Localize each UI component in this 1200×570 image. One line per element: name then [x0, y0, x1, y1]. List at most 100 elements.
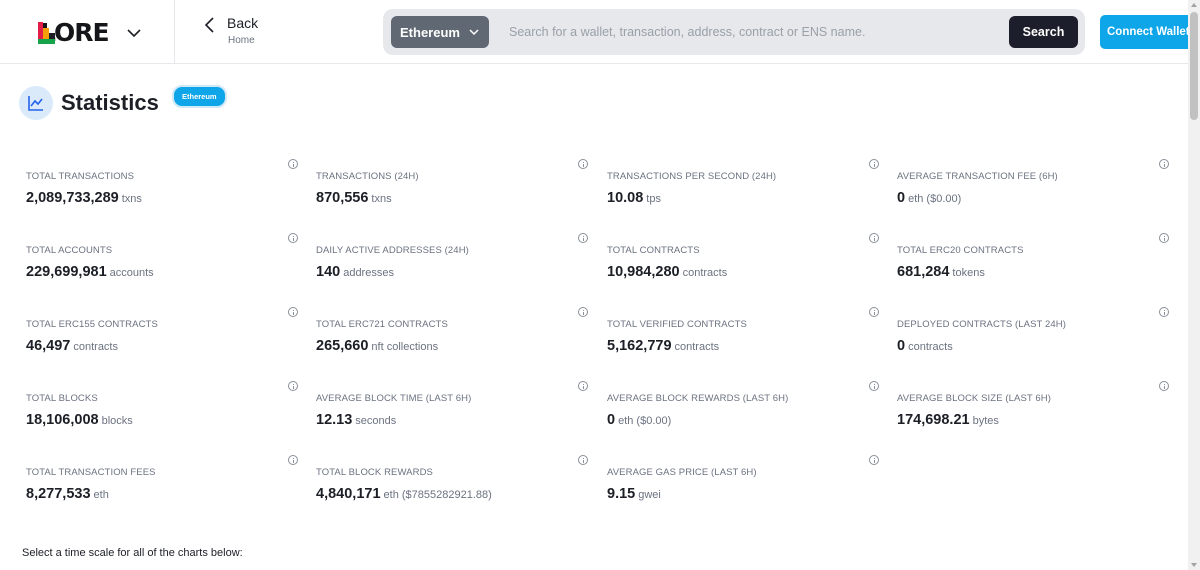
info-icon[interactable]: [1159, 381, 1169, 391]
stat-label: AVERAGE BLOCK REWARDS (LAST 6H): [607, 393, 789, 404]
stat-value: 12.13: [316, 412, 353, 428]
header-divider: [174, 0, 175, 64]
info-icon[interactable]: [869, 159, 879, 169]
stat-card: TOTAL ACCOUNTS 229,699,981 accounts: [26, 233, 306, 305]
stat-card: TOTAL CONTRACTS 10,984,280 contracts: [607, 233, 887, 305]
stat-label: DAILY ACTIVE ADDRESSES (24H): [316, 245, 469, 256]
back-label: Back: [227, 15, 259, 31]
stat-unit: blocks: [101, 415, 133, 427]
info-icon[interactable]: [288, 307, 298, 317]
stat-card: AVERAGE GAS PRICE (LAST 6H) 9.15 gwei: [607, 455, 887, 527]
info-icon[interactable]: [288, 455, 298, 465]
stat-value: 10,984,280: [607, 264, 680, 280]
search-input[interactable]: [509, 25, 1009, 39]
stat-label: AVERAGE BLOCK TIME (LAST 6H): [316, 393, 472, 404]
logo-menu[interactable]: LORE: [38, 18, 143, 47]
info-icon[interactable]: [869, 307, 879, 317]
top-header: LORE Back Home Ethereum Search Connect W…: [0, 0, 1188, 64]
info-icon[interactable]: [288, 233, 298, 243]
stat-card: AVERAGE TRANSACTION FEE (6H) 0 eth ($0.00): [897, 159, 1177, 231]
network-select[interactable]: Ethereum: [391, 16, 489, 48]
info-icon[interactable]: [1159, 233, 1169, 243]
stat-value-row: 10,984,280 contracts: [607, 263, 727, 281]
stat-card: TOTAL ERC155 CONTRACTS 46,497 contracts: [26, 307, 306, 379]
stat-label: TOTAL TRANSACTION FEES: [26, 467, 156, 478]
stat-value-row: 0 eth ($0.00): [897, 189, 961, 207]
stat-card: DAILY ACTIVE ADDRESSES (24H) 140 addresses: [316, 233, 596, 305]
stat-label: TRANSACTIONS (24H): [316, 171, 419, 182]
scroll-down-arrow-icon[interactable]: [1191, 563, 1197, 567]
stat-value: 870,556: [316, 190, 369, 206]
chevron-down-icon[interactable]: [125, 24, 143, 42]
info-icon[interactable]: [288, 381, 298, 391]
stat-card: TRANSACTIONS (24H) 870,556 txns: [316, 159, 596, 231]
network-select-value: Ethereum: [400, 24, 460, 40]
stat-value-row: 174,698.21 bytes: [897, 411, 999, 429]
info-icon[interactable]: [869, 381, 879, 391]
stat-value: 265,660: [316, 338, 369, 354]
stat-card: AVERAGE BLOCK TIME (LAST 6H) 12.13 seconds: [316, 381, 596, 453]
back-button[interactable]: Back Home: [203, 15, 258, 46]
stat-unit: eth ($7855282921.88): [383, 489, 492, 501]
stat-unit: contracts: [908, 341, 953, 353]
stat-unit: txns: [121, 193, 142, 205]
stat-label: AVERAGE TRANSACTION FEE (6H): [897, 171, 1058, 182]
stat-label: TOTAL BLOCKS: [26, 393, 98, 404]
stat-value-row: 12.13 seconds: [316, 411, 396, 429]
stat-value: 681,284: [897, 264, 950, 280]
info-icon[interactable]: [869, 455, 879, 465]
connect-wallet-button[interactable]: Connect Wallet: [1100, 15, 1188, 49]
logo-l-mark: [38, 21, 55, 44]
stat-value-row: 46,497 contracts: [26, 337, 118, 355]
stat-unit: eth ($0.00): [908, 193, 962, 205]
stat-unit: contracts: [674, 341, 720, 353]
info-icon[interactable]: [578, 455, 588, 465]
stat-value: 2,089,733,289: [26, 190, 119, 206]
stat-label: AVERAGE BLOCK SIZE (LAST 6H): [897, 393, 1051, 404]
info-icon[interactable]: [869, 233, 879, 243]
stat-value-row: 0 contracts: [897, 337, 953, 355]
stat-unit: tps: [646, 193, 661, 205]
lore-logo: LORE: [38, 18, 110, 47]
stat-value-row: 5,162,779 contracts: [607, 337, 719, 355]
stat-unit: contracts: [682, 267, 728, 279]
search-bar: Ethereum Search: [383, 9, 1085, 55]
scroll-thumb[interactable]: [1190, 12, 1198, 120]
stat-card: TOTAL TRANSACTION FEES 8,277,533 eth: [26, 455, 306, 527]
search-button[interactable]: Search: [1009, 16, 1078, 48]
stat-value-row: 4,840,171 eth ($7855282921.88): [316, 485, 492, 503]
stat-value-row: 265,660 nft collections: [316, 337, 438, 355]
stat-card: AVERAGE BLOCK REWARDS (LAST 6H) 0 eth ($0.…: [607, 381, 887, 453]
stat-label: TOTAL ACCOUNTS: [26, 245, 113, 256]
stat-unit: tokens: [952, 267, 985, 279]
stat-value: 10.08: [607, 190, 644, 206]
stat-value-row: 8,277,533 eth: [26, 485, 109, 503]
info-icon[interactable]: [1159, 307, 1169, 317]
info-icon[interactable]: [578, 159, 588, 169]
stat-value-row: 2,089,733,289 txns: [26, 189, 142, 207]
stat-unit: eth ($0.00): [618, 415, 672, 427]
stat-value: 46,497: [26, 338, 71, 354]
page-scrollbar[interactable]: [1188, 0, 1200, 570]
stat-value: 0: [897, 190, 906, 206]
info-icon[interactable]: [578, 233, 588, 243]
stat-card: AVERAGE BLOCK SIZE (LAST 6H) 174,698.21 by…: [897, 381, 1177, 453]
info-icon[interactable]: [578, 307, 588, 317]
chevron-left-icon: [204, 17, 214, 33]
timescale-prompt: Select a time scale for all of the chart…: [22, 547, 243, 559]
page-title: Statistics: [61, 90, 159, 115]
stat-label: TRANSACTIONS PER SECOND (24H): [607, 171, 777, 182]
stat-value: 0: [897, 338, 906, 354]
scroll-up-arrow-icon[interactable]: [1191, 3, 1197, 7]
info-icon[interactable]: [578, 381, 588, 391]
chevron-down-icon: [469, 29, 479, 36]
network-badge: Ethereum: [172, 85, 227, 108]
info-icon[interactable]: [288, 159, 298, 169]
info-icon[interactable]: [1159, 159, 1169, 169]
stat-card: TRANSACTIONS PER SECOND (24H) 10.08 tps: [607, 159, 887, 231]
stat-value-row: 681,284 tokens: [897, 263, 985, 281]
stat-unit: seconds: [355, 415, 397, 427]
stat-card: TOTAL BLOCKS 18,106,008 blocks: [26, 381, 306, 453]
stat-unit: nft collections: [371, 341, 439, 353]
stat-unit: gwei: [638, 489, 661, 501]
